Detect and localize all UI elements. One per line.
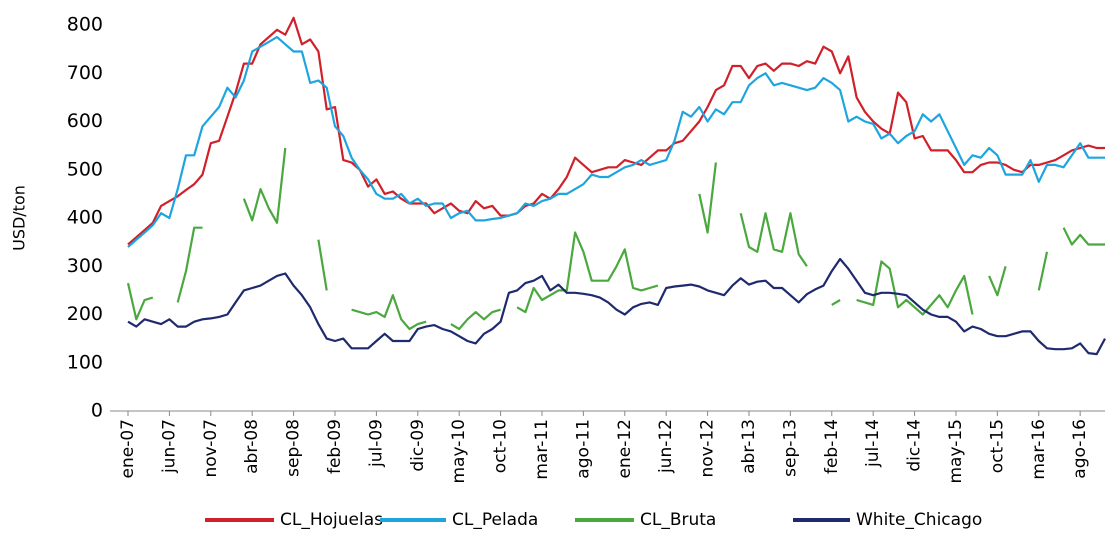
legend-label: CL_Bruta	[640, 510, 716, 530]
series-line	[127, 16, 1105, 246]
y-tick-label: 600	[67, 110, 103, 132]
y-tick-label: 400	[67, 207, 103, 229]
y-tick-label: 0	[91, 400, 103, 422]
x-tick-label: dic-14	[905, 419, 925, 472]
x-tick-label: ene-07	[118, 419, 138, 478]
series-line	[126, 147, 1105, 331]
legend-label: White_Chicago	[856, 510, 982, 530]
x-tick-label: oct-15	[987, 419, 1007, 473]
x-tick-label: ene-12	[615, 419, 635, 478]
y-tick-label: 300	[67, 255, 103, 277]
y-tick-label: 200	[67, 303, 103, 325]
x-tick-label: may-15	[946, 419, 966, 484]
y-axis-title: USD/ton	[10, 185, 29, 251]
x-tick-label: mar-16	[1029, 419, 1049, 480]
y-tick-label: 800	[67, 14, 103, 36]
x-tick-label: feb-09	[325, 419, 345, 474]
x-tick-label: jul-09	[366, 419, 386, 468]
x-tick-label: may-10	[449, 419, 469, 484]
x-tick-label: jun-07	[159, 419, 179, 474]
x-tick-label: ago-16	[1070, 419, 1090, 479]
x-tick-label: abr-13	[739, 419, 759, 474]
series-line	[127, 36, 1105, 248]
x-tick-label: sep-08	[284, 419, 304, 477]
x-tick-label: feb-14	[822, 419, 842, 474]
series-line	[127, 257, 1106, 356]
x-tick-label: dic-09	[408, 419, 428, 472]
x-tick-label: oct-10	[491, 419, 511, 473]
x-tick-label: nov-12	[698, 419, 718, 478]
y-tick-label: 700	[67, 62, 103, 84]
legend-label: CL_Hojuelas	[280, 510, 383, 530]
y-tick-label: 100	[67, 351, 103, 373]
x-tick-label: nov-07	[201, 419, 221, 478]
x-tick-label: jul-14	[863, 419, 883, 468]
x-tick-label: mar-11	[532, 419, 552, 480]
y-tick-label: 500	[67, 158, 103, 180]
x-tick-label: abr-08	[242, 419, 262, 474]
x-tick-label: jun-12	[656, 419, 676, 474]
x-tick-label: sep-13	[780, 419, 800, 477]
legend-label: CL_Pelada	[452, 510, 538, 530]
x-tick-label: ago-11	[573, 419, 593, 479]
